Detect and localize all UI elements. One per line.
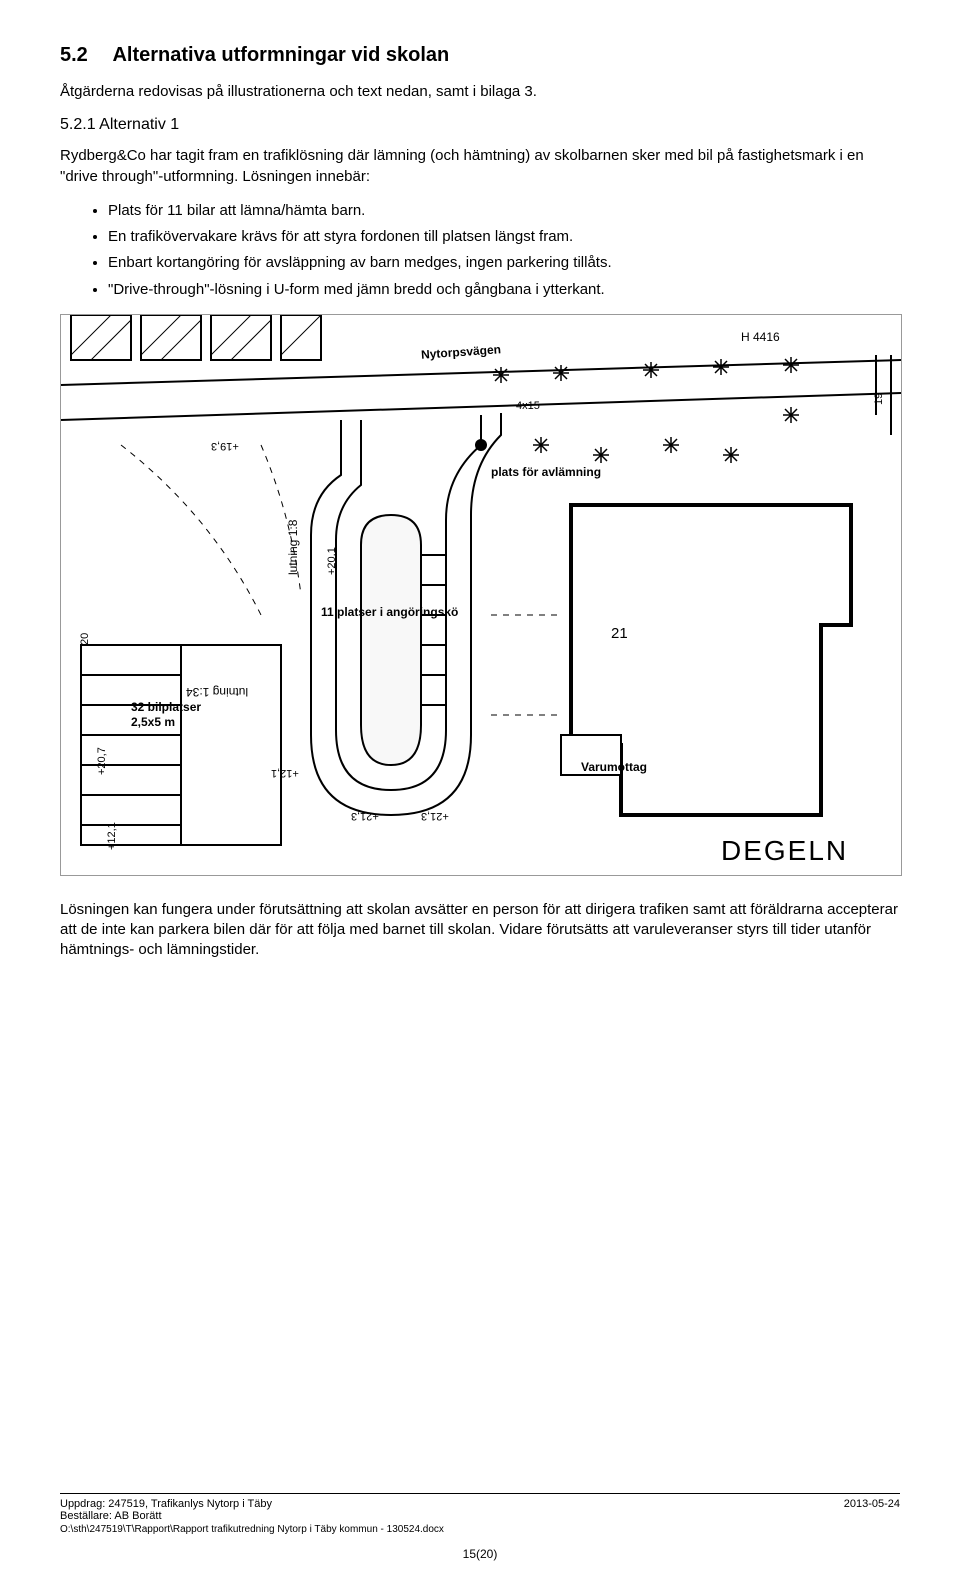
list-item: "Drive-through"-lösning i U-form med jäm… [108, 280, 900, 300]
list-item: Enbart kortangöring för avsläppning av b… [108, 253, 900, 273]
map-tick-20: 20 [79, 633, 91, 645]
subsection-number: 5.2.1 [60, 116, 96, 133]
map-elev-121: +12,1 [106, 822, 118, 850]
map-parking-label-2: 2,5x5 m [131, 715, 175, 729]
map-elev-121b: +12,1 [271, 767, 299, 779]
map-elev-213: +21,3 [351, 810, 379, 822]
map-h4416: H 4416 [741, 330, 780, 344]
page-number: 15(20) [60, 1547, 900, 1561]
list-item: Plats för 11 bilar att lämna/hämta barn. [108, 201, 900, 221]
map-num-21: 21 [611, 625, 628, 642]
map-queue-label: 11 platser i angöringskö [321, 605, 458, 619]
conclusion-paragraph: Lösningen kan fungera under förutsättnin… [60, 900, 900, 961]
footer-rule [60, 1493, 900, 1494]
bullet-list: Plats för 11 bilar att lämna/hämta barn.… [60, 201, 900, 300]
map-elev-193: +19,3 [211, 440, 239, 452]
map-elev-201: +20,1 [326, 547, 338, 575]
map-tick-19: 19 [873, 393, 885, 405]
map-stop-label: plats för avlämning [491, 465, 601, 479]
page-footer: Uppdrag: 247519, Trafikanlys Nytorp i Tä… [60, 1493, 900, 1561]
map-degeln: DEGELN [721, 835, 848, 867]
map-elev-207: +20,7 [96, 747, 108, 775]
map-parking-label-1: 32 bilplatser [131, 700, 201, 714]
site-plan-svg [61, 315, 901, 875]
subsection-heading: 5.2.1 Alternativ 1 [60, 116, 900, 134]
map-dim-4x15: 4x15 [516, 400, 540, 412]
footer-path: O:\sth\247519\T\Rapport\Rapport trafikut… [60, 1524, 900, 1535]
intro-paragraph: Åtgärderna redovisas på illustrationerna… [60, 82, 900, 102]
site-plan-figure: Nytorpsvägen plats för avlämning 11 plat… [60, 314, 902, 876]
map-lutning1: lutning 1:8 [286, 519, 300, 574]
map-lutning2: lutning 1:34 [186, 685, 248, 699]
footer-bestallare: Beställare: AB Borätt [60, 1510, 272, 1522]
footer-date: 2013-05-24 [844, 1498, 900, 1522]
section-number: 5.2 [60, 44, 88, 67]
section-heading: 5.2 Alternativa utformningar vid skolan [60, 40, 900, 68]
footer-uppdrag: Uppdrag: 247519, Trafikanlys Nytorp i Tä… [60, 1498, 272, 1510]
map-varumottag: Varumottag [581, 760, 647, 774]
map-elev-213b: +21,3 [421, 810, 449, 822]
subsection-title: Alternativ 1 [99, 116, 179, 133]
section-title: Alternativa utformningar vid skolan [112, 44, 449, 66]
subsection-paragraph: Rydberg&Co har tagit fram en trafiklösni… [60, 146, 900, 187]
list-item: En trafikövervakare krävs för att styra … [108, 227, 900, 247]
